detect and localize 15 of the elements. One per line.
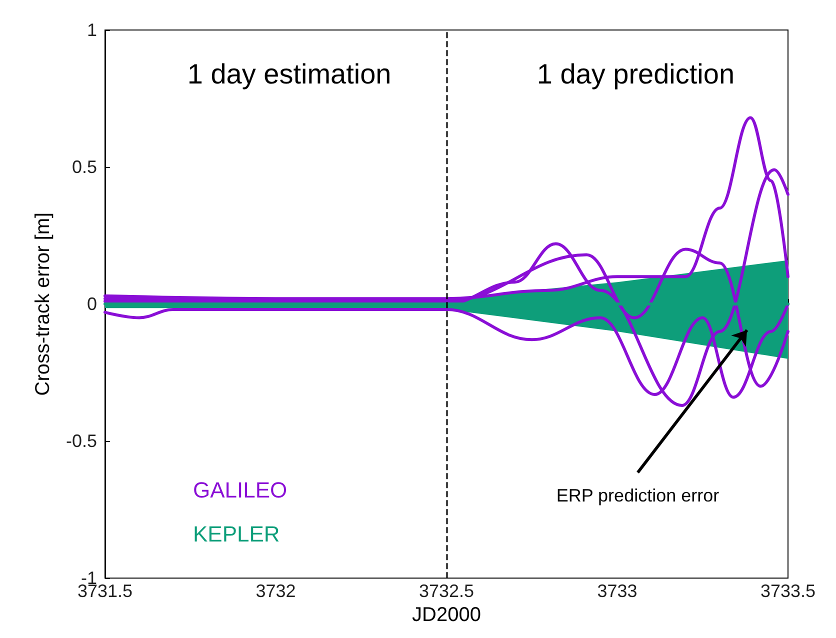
x-axis-title: JD2000 <box>412 604 481 626</box>
annotation: 1 day prediction <box>536 58 735 90</box>
annotation: 1 day estimation <box>187 58 392 90</box>
x-tick-label: 3733.5 <box>760 581 816 602</box>
y-axis-title: Cross-track error [m] <box>32 212 54 396</box>
y-tick-label: 1 <box>86 20 97 40</box>
y-tick-label: -0.5 <box>66 431 97 452</box>
x-tick-label: 3733 <box>597 581 638 602</box>
annotation: ERP prediction error <box>556 486 720 506</box>
x-tick-label: 3732 <box>256 581 296 602</box>
x-tick-label: 3732.5 <box>418 581 474 602</box>
y-tick-label: 0 <box>86 294 97 314</box>
text: GALILEO <box>193 478 288 502</box>
y-tick-label: 0.5 <box>72 157 97 178</box>
text: KEPLER <box>193 522 280 546</box>
